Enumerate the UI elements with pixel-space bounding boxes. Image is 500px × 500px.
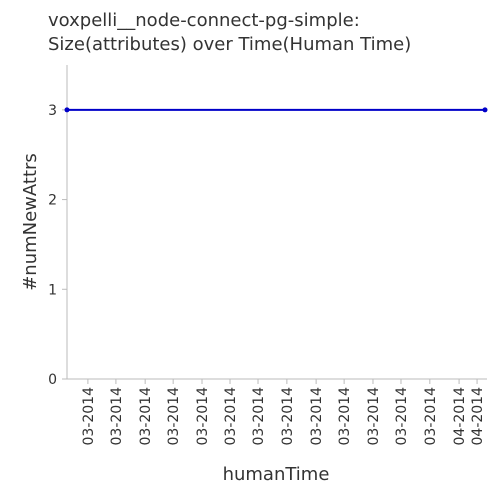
y-axis-label: #numNewAttrs [20, 153, 41, 291]
y-tick-label: 1 [48, 282, 57, 298]
x-tick-label: 03-2014 [138, 387, 154, 446]
x-tick-label: 03-2014 [166, 387, 182, 446]
point [64, 107, 70, 113]
x-axis-label: humanTime [223, 464, 330, 485]
x-tick-label: 03-2014 [280, 387, 296, 446]
y-tick-label: 3 [48, 103, 57, 119]
x-tick-label: 03-2014 [309, 387, 325, 446]
x-tick-label: 04-2014 [452, 387, 468, 446]
x-tick-label: 04-2014 [470, 387, 486, 446]
y-tick-label: 2 [48, 193, 57, 209]
chart-title: Size(attributes) over Time(Human Time) [48, 34, 411, 55]
x-tick-label: 03-2014 [337, 387, 353, 446]
x-tick-label: 03-2014 [423, 387, 439, 446]
chart-title: voxpelli__node-connect-pg-simple: [48, 10, 360, 31]
x-tick-label: 03-2014 [195, 387, 211, 446]
point [482, 107, 488, 113]
x-tick-label: 03-2014 [251, 387, 267, 446]
x-tick-label: 03-2014 [366, 387, 382, 446]
x-tick-label: 03-2014 [81, 387, 97, 446]
x-tick-label: 03-2014 [109, 387, 125, 446]
x-tick-label: 03-2014 [223, 387, 239, 446]
y-tick-label: 0 [48, 372, 57, 388]
x-tick-label: 03-2014 [394, 387, 410, 446]
